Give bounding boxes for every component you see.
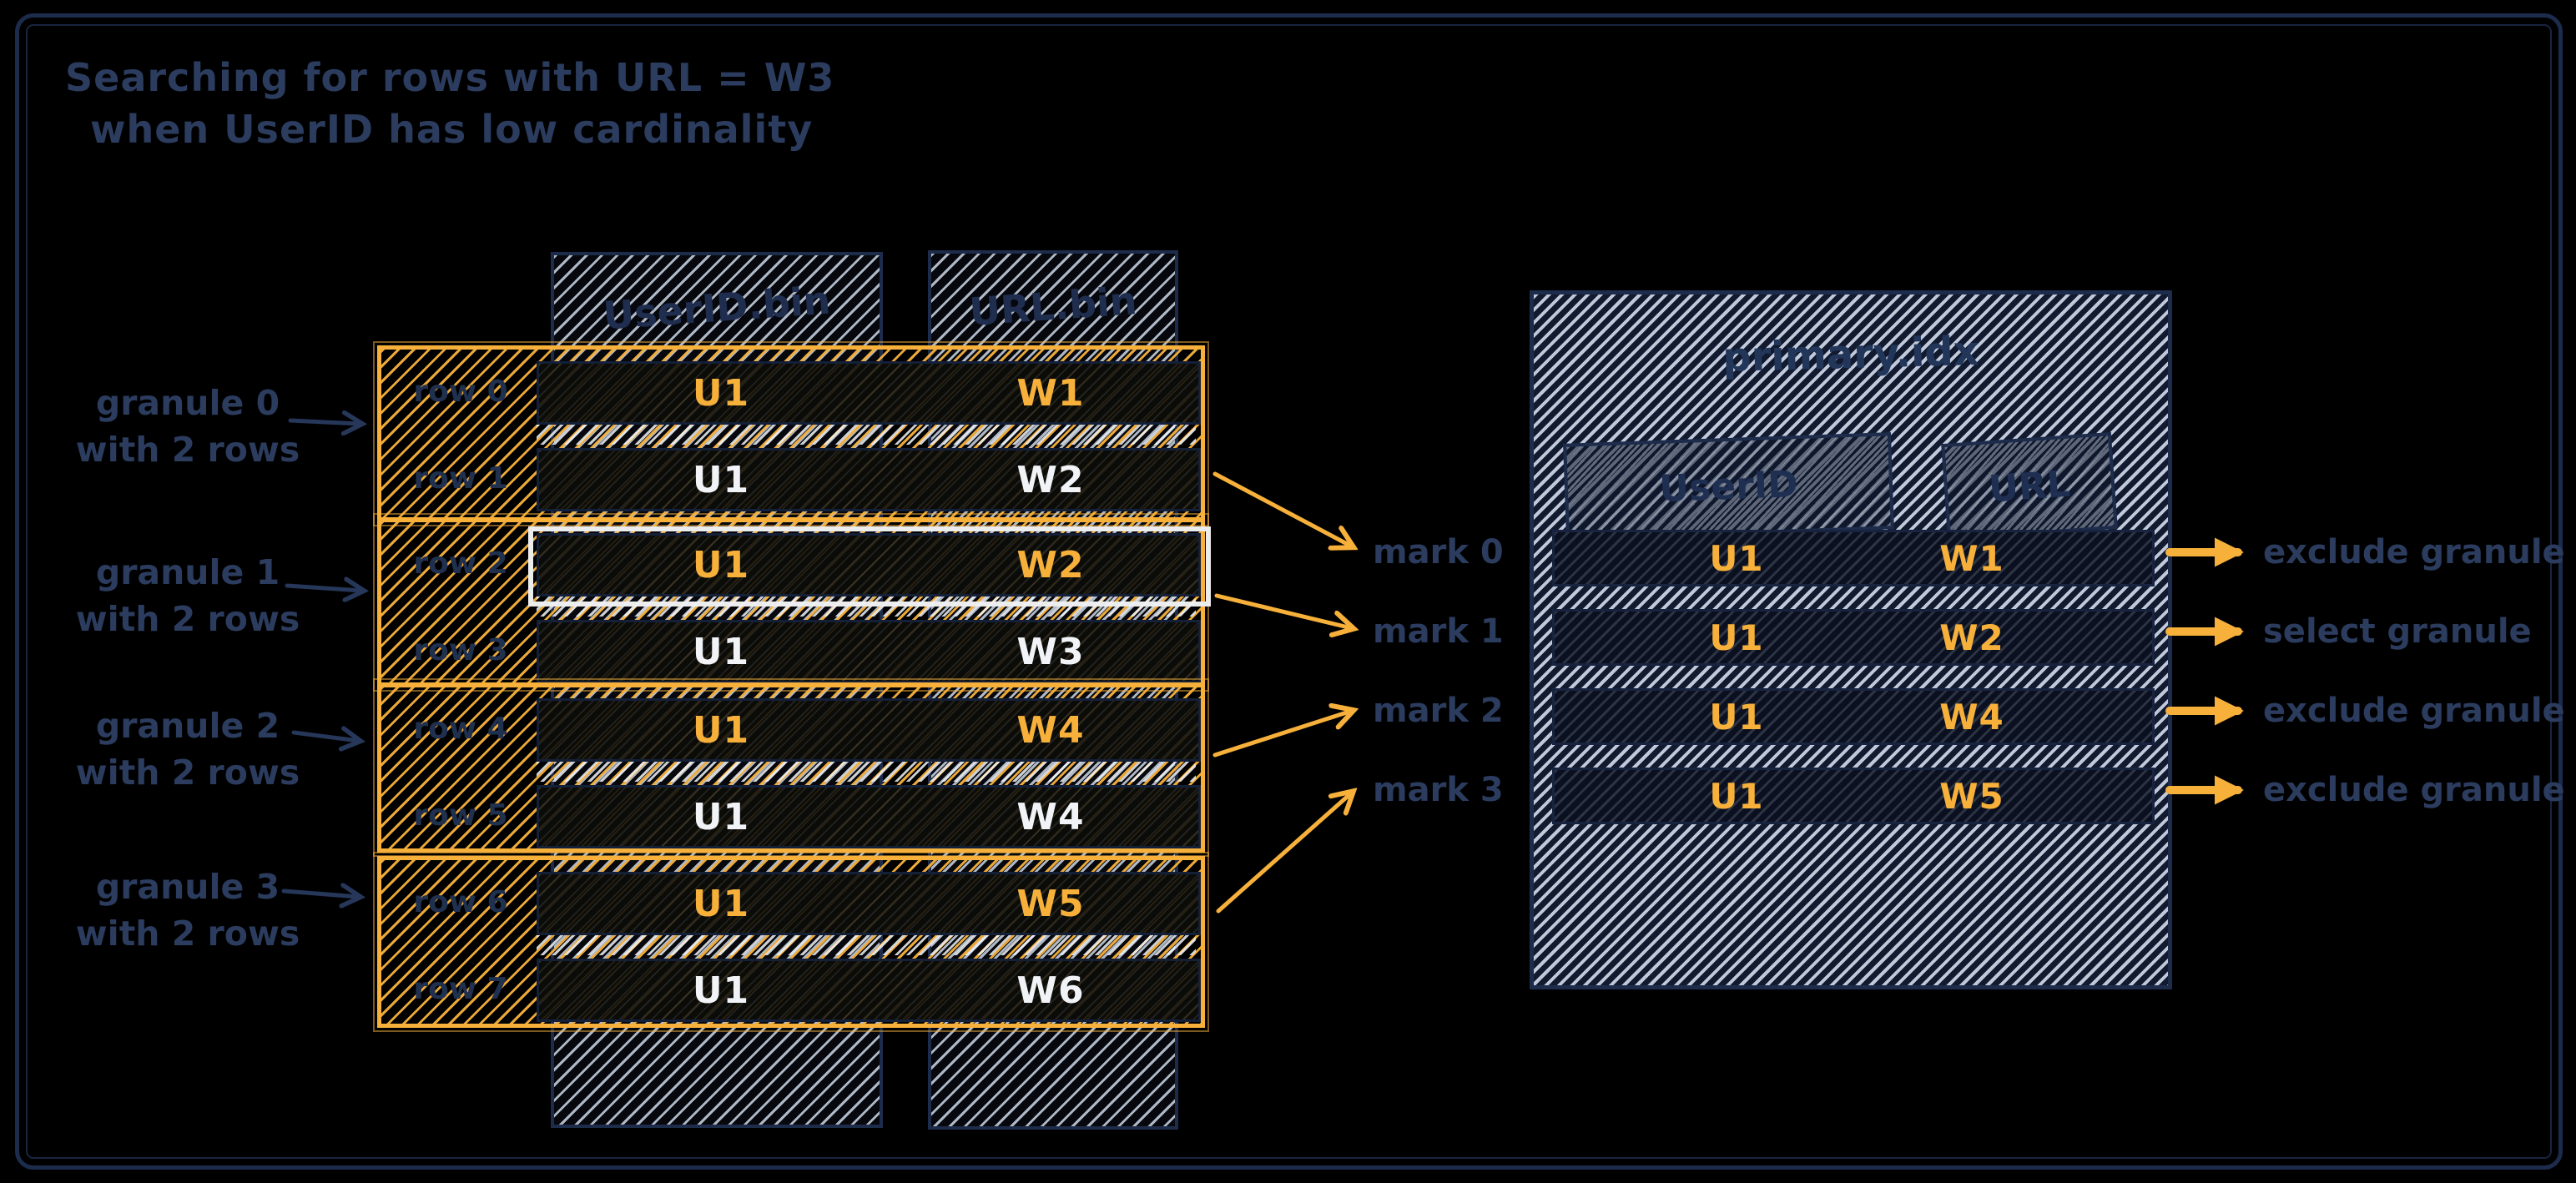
mark-2-label: mark 2 <box>1373 692 1504 730</box>
granule-box-3: row 6 row 7 U1 W5 U1 W6 <box>373 852 1209 1032</box>
data-row: U1 W3 <box>537 620 1201 683</box>
row-separator <box>537 425 1196 445</box>
userid-value: U1 <box>692 969 750 1012</box>
url-value: W2 <box>1016 543 1085 586</box>
userid-value: U1 <box>692 371 750 415</box>
data-row: U1 W4 <box>537 698 1201 762</box>
idx-row: U1 W4 <box>1552 688 2155 745</box>
userid-value: U1 <box>692 630 750 673</box>
row-label: row 6 <box>413 885 508 919</box>
url-value: W1 <box>1939 537 2004 579</box>
idx-row: U1 W5 <box>1552 768 2155 824</box>
userid-value: U1 <box>692 795 750 838</box>
primary-idx-title: primary.idx <box>1722 327 1980 382</box>
userid-value: U1 <box>1709 775 1764 817</box>
url-bin-header: URL.bin <box>967 278 1139 335</box>
url-value: W4 <box>1939 696 2004 737</box>
row-label: row 5 <box>413 798 508 833</box>
granule-0-label: granule 0 with 2 rows <box>75 383 300 470</box>
mark-0-label: mark 0 <box>1373 533 1504 571</box>
mark-1-label: mark 1 <box>1373 612 1504 651</box>
granule-box-0: row 0 row 1 U1 W1 U1 W2 <box>373 341 1209 526</box>
url-value: W3 <box>1016 630 1085 673</box>
data-row: U1 W6 <box>537 959 1201 1022</box>
granule-box-2: row 4 row 5 U1 W4 U1 W4 <box>373 678 1209 857</box>
row-separator <box>537 762 1196 782</box>
data-row: U1 W1 <box>537 361 1201 425</box>
row-separator <box>537 935 1196 955</box>
granule-2-label: granule 2 with 2 rows <box>75 706 300 793</box>
userid-value: U1 <box>692 458 750 501</box>
url-value: W5 <box>1016 882 1085 925</box>
action-label-2: exclude granule <box>2263 692 2565 730</box>
title-line-1: Searching for rows with URL = W3 <box>65 55 835 100</box>
granule-box-1: row 2 row 3 U1 W2 U1 W3 <box>373 513 1211 692</box>
url-value: W1 <box>1016 371 1085 415</box>
idx-row: U1 W1 <box>1552 530 2155 586</box>
mark-3-label: mark 3 <box>1373 771 1504 809</box>
row-label: row 4 <box>413 712 508 746</box>
granule-1-label: granule 1 with 2 rows <box>75 552 300 639</box>
primary-idx-table: primary.idx UserID URL U1 W1 U1 W2 U1 W4… <box>1530 290 2172 989</box>
url-value: W6 <box>1016 969 1085 1012</box>
row-separator <box>537 597 1196 617</box>
action-label-0: exclude granule <box>2263 533 2565 571</box>
row-label: row 0 <box>413 375 508 409</box>
userid-value: U1 <box>692 543 750 586</box>
row-label: row 3 <box>413 633 508 667</box>
data-row: U1 W4 <box>537 785 1201 848</box>
data-row: U1 W2 <box>537 448 1201 511</box>
url-value: W2 <box>1939 617 2004 658</box>
userid-value: U1 <box>1709 537 1764 579</box>
idx-userid-header: UserID <box>1563 432 1894 541</box>
title-line-2: when UserID has low cardinality <box>90 107 814 152</box>
data-row: U1 W5 <box>537 872 1201 935</box>
userid-value: U1 <box>692 708 750 752</box>
idx-url-header: URL <box>1941 432 2118 541</box>
granule-3-label: granule 3 with 2 rows <box>75 867 300 954</box>
outer-border <box>15 13 2563 1170</box>
row-label: row 7 <box>413 972 508 1006</box>
action-label-3: exclude granule <box>2263 771 2565 809</box>
userid-value: U1 <box>1709 617 1764 658</box>
idx-row: U1 W2 <box>1552 609 2155 666</box>
url-value: W4 <box>1016 795 1085 838</box>
diagram-title: Searching for rows with URL = W3 when Us… <box>65 52 834 155</box>
userid-bin-header: UserID.bin <box>602 277 832 339</box>
row-label: row 2 <box>413 546 508 581</box>
action-label-1: select granule <box>2263 612 2532 651</box>
row-label: row 1 <box>413 461 508 496</box>
userid-value: U1 <box>1709 696 1764 737</box>
url-value: W2 <box>1016 458 1085 501</box>
url-value: W4 <box>1016 708 1085 752</box>
url-value: W5 <box>1939 775 2004 817</box>
data-row: U1 W2 <box>537 533 1201 597</box>
userid-value: U1 <box>692 882 750 925</box>
